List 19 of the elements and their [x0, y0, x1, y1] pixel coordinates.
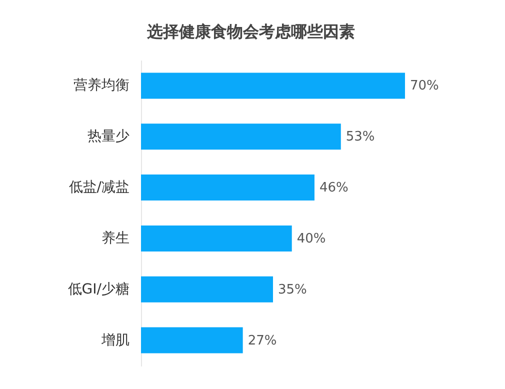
bar [141, 174, 314, 201]
bar [141, 276, 273, 302]
y-tick-label: 营养均衡 [74, 78, 130, 94]
data-label: 53% [346, 130, 375, 145]
data-label: 40% [296, 231, 326, 246]
data-label: 70% [410, 78, 439, 94]
data-label: 46% [319, 180, 348, 196]
bar [141, 327, 243, 354]
y-tick-label: 低GI/少糖 [68, 281, 130, 298]
chart-title: 选择健康食物会考虑哪些因素 [146, 22, 355, 41]
data-label: 27% [248, 333, 277, 348]
data-label: 35% [278, 282, 307, 298]
bar [141, 72, 405, 99]
y-tick-label: 低盐/减盐 [68, 180, 130, 196]
y-tick-label: 养生 [102, 230, 130, 246]
y-tick-label: 热量少 [88, 128, 130, 145]
bar [141, 124, 341, 150]
bar [141, 225, 292, 252]
y-tick-label: 增肌 [100, 332, 130, 348]
